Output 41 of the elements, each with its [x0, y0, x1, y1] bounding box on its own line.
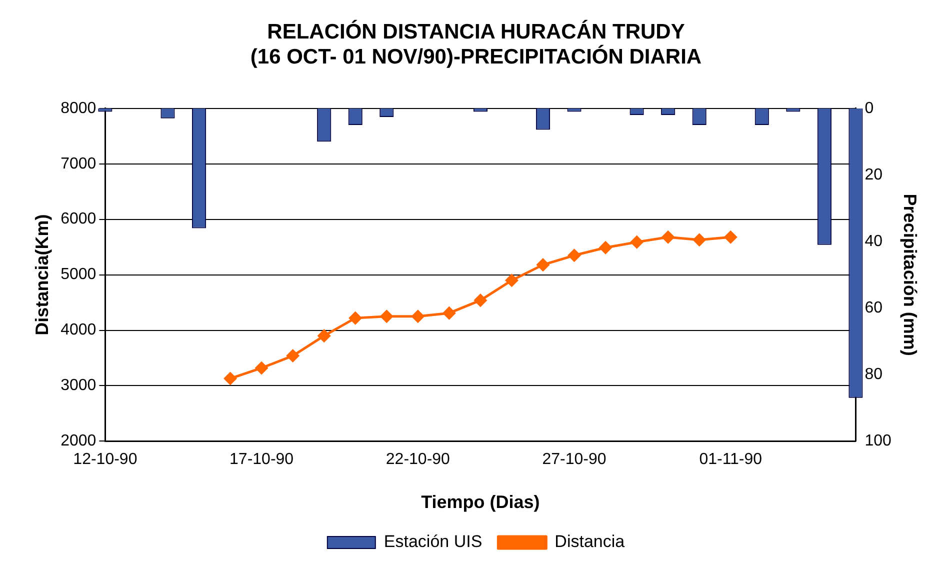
y-tick-label: 3000: [60, 377, 96, 394]
chart-title: RELACIÓN DISTANCIA HURACÁN TRUDY (16 OCT- 01 NOV/90)-PRECIPITACIÓN DIARIA: [250, 19, 702, 69]
point: [568, 249, 581, 262]
y-axis-title: Distancia(Km): [32, 214, 52, 336]
y2-tick-label: 80: [864, 366, 883, 384]
x-tick-label: 12-10-90: [73, 451, 138, 468]
y2-tick-label: 0: [864, 100, 874, 117]
y-tick-label: 5000: [60, 266, 96, 284]
y-tick-label: 7000: [60, 155, 96, 172]
point: [693, 234, 706, 246]
x-tick-label: 27-10-90: [542, 451, 606, 468]
y-tick-label: 6000: [60, 210, 96, 228]
point: [380, 310, 393, 323]
point: [318, 330, 330, 342]
y-tick-label: 4000: [60, 322, 96, 339]
point: [286, 350, 300, 362]
legend-label: Distancia: [554, 532, 626, 552]
point: [474, 294, 487, 307]
x-tick-label: 17-10-90: [230, 451, 294, 468]
point: [255, 362, 268, 374]
point: [662, 230, 674, 244]
point: [724, 230, 737, 244]
point: [599, 241, 612, 254]
x-tick-label: 01-11-90: [699, 451, 762, 468]
legend-label: Estación UIS: [384, 532, 482, 552]
y2-tick-label: 20: [864, 166, 883, 184]
point: [505, 274, 518, 287]
y2-tick-label: 100: [864, 432, 892, 450]
y2-tick-label: 60: [864, 299, 883, 316]
y-tick-label: 2000: [60, 432, 96, 450]
point: [630, 236, 644, 248]
y2-axis-title: Precipitación (mm): [900, 194, 920, 356]
point: [442, 306, 456, 320]
y-tick-label: 8000: [60, 100, 96, 117]
point: [536, 258, 550, 272]
point: [224, 372, 237, 385]
x-axis-title: Tiempo (Dias): [421, 492, 540, 512]
y2-tick-label: 40: [864, 232, 883, 250]
x-tick-label: 22-10-90: [386, 451, 450, 468]
point: [412, 310, 424, 323]
point: [349, 312, 362, 324]
